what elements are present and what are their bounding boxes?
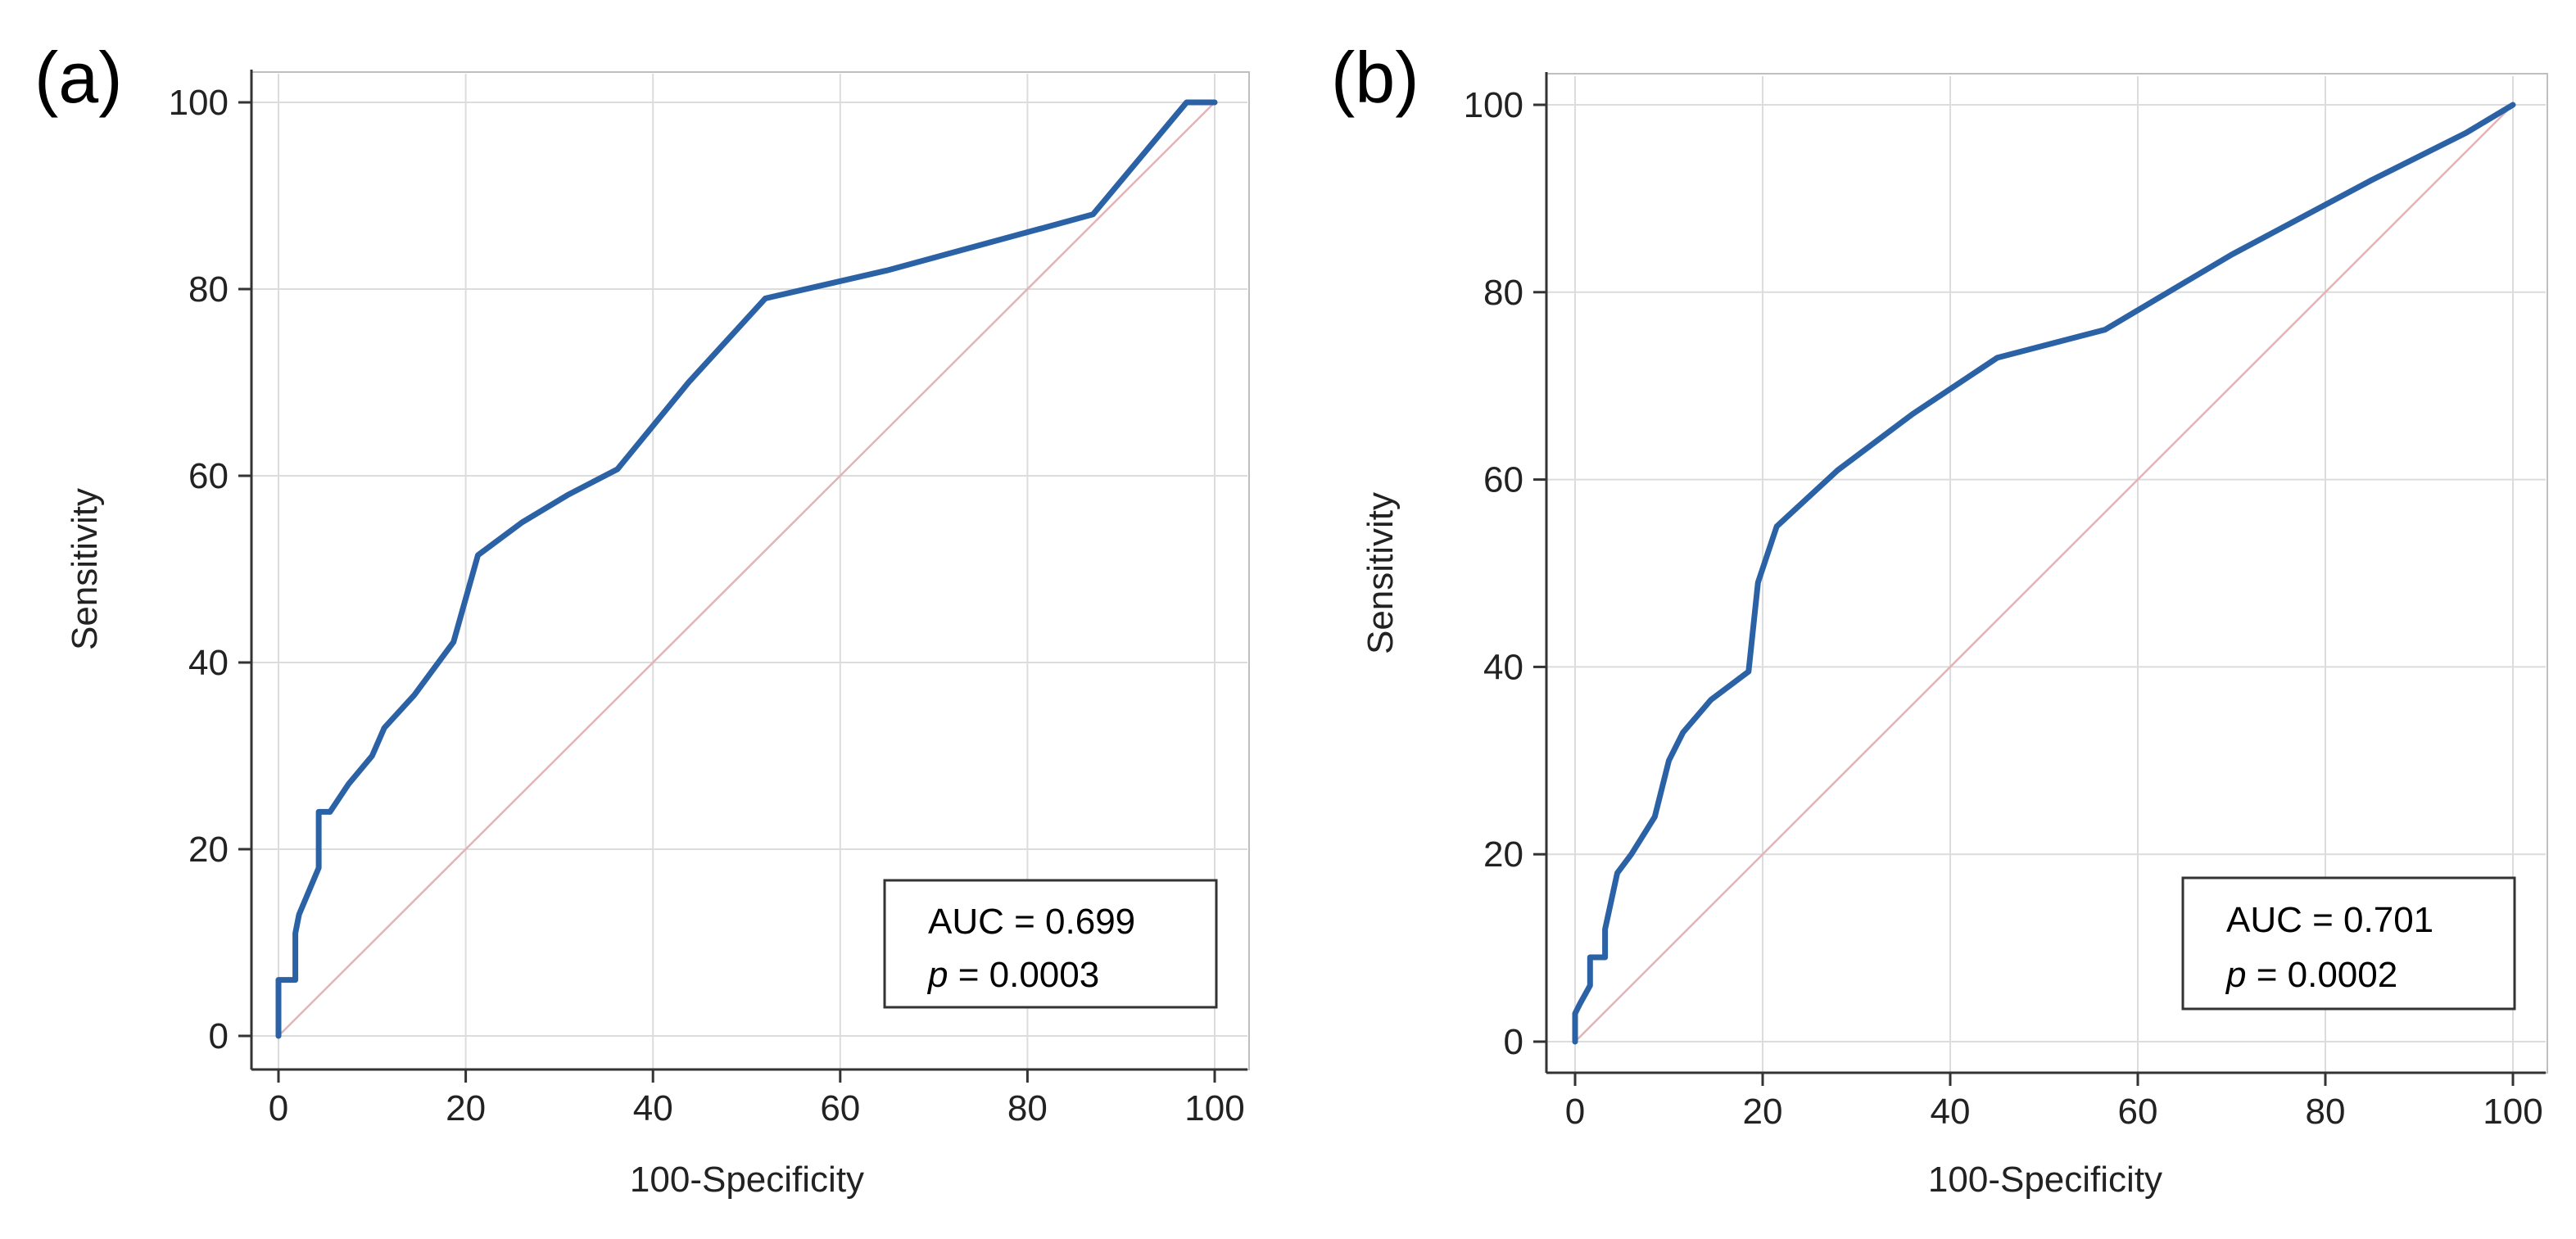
- p-value-label-b: p = 0.0002: [2225, 955, 2397, 995]
- x-tick-label-a-0: 0: [269, 1088, 288, 1128]
- x-tick-label-a-4: 80: [1007, 1088, 1048, 1128]
- annotation-box-b: AUC = 0.701 p = 0.0002: [2181, 876, 2516, 1011]
- roc-curve-group-b: [1572, 102, 2516, 1045]
- p-symbol-b: p: [2225, 955, 2246, 995]
- y-tick-label-b-1: 20: [1483, 834, 1523, 875]
- y-tick-label-b-0: 0: [1504, 1022, 1523, 1062]
- auc-label-a: AUC = 0.699: [928, 902, 1135, 942]
- x-tick-label-b-3: 60: [2118, 1092, 2158, 1132]
- x-tick-label-a-2: 40: [633, 1088, 673, 1128]
- p-symbol-a: p: [926, 955, 948, 995]
- y-tick-label-b-3: 60: [1483, 460, 1523, 500]
- panel-label-b: (b): [1331, 37, 1419, 118]
- y-axis-title-a: Sensitivity: [65, 488, 105, 650]
- roc-panel-a: (a) 0 20 40 60 80 100 0 20 40 60 80 100 100-Specif…: [34, 37, 1250, 1200]
- p-value-label-a: p = 0.0003: [926, 955, 1099, 995]
- roc-curve-line-b: [1572, 102, 2516, 1045]
- y-tick-label-b-4: 80: [1483, 273, 1523, 313]
- reference-line-group-b: [1573, 103, 2515, 1043]
- y-tick-label-a-0: 0: [209, 1016, 229, 1056]
- y-tick-label-a-4: 80: [188, 269, 229, 310]
- x-tick-labels-a: 0 20 40 60 80 100: [269, 1088, 1245, 1128]
- axes-a: [238, 70, 1247, 1083]
- roc-panel-b: (b) 0 20 40 60 80 100 0 20 40 60 80 100 100-Specif…: [1331, 37, 2548, 1200]
- x-axis-title-a: 100-Specificity: [630, 1160, 864, 1200]
- auc-label-b: AUC = 0.701: [2226, 900, 2433, 940]
- reference-line-a: [277, 101, 1216, 1038]
- annotation-frame-a: [883, 879, 1218, 1009]
- x-tick-label-a-3: 60: [820, 1088, 860, 1128]
- x-tick-label-b-0: 0: [1565, 1092, 1585, 1132]
- panel-label-a: (a): [34, 37, 123, 118]
- x-axis-title-b: 100-Specificity: [1928, 1160, 2162, 1200]
- x-tick-label-b-1: 20: [1743, 1092, 1783, 1132]
- y-tick-label-b-2: 40: [1483, 647, 1523, 687]
- x-tick-label-a-1: 20: [446, 1088, 486, 1128]
- p-value-a: = 0.0003: [948, 955, 1099, 995]
- y-tick-label-a-5: 100: [169, 83, 229, 123]
- annotation-box-a: AUC = 0.699 p = 0.0003: [883, 879, 1218, 1009]
- y-tick-label-a-2: 40: [188, 643, 229, 683]
- y-tick-labels-b: 0 20 40 60 80 100: [1464, 85, 1523, 1062]
- y-tick-label-a-3: 60: [188, 456, 229, 496]
- x-tick-label-a-5: 100: [1184, 1088, 1244, 1128]
- x-tick-label-b-4: 80: [2306, 1092, 2346, 1132]
- x-tick-label-b-5: 100: [2483, 1092, 2542, 1132]
- axes-b: [1533, 72, 2546, 1086]
- y-axis-title-b: Sensitivity: [1360, 492, 1401, 654]
- x-tick-label-b-2: 40: [1931, 1092, 1971, 1132]
- roc-curve-group-a: [275, 99, 1218, 1039]
- y-tick-label-a-1: 20: [188, 830, 229, 870]
- x-tick-labels-b: 0 20 40 60 80 100: [1565, 1092, 2543, 1132]
- p-value-b: = 0.0002: [2246, 955, 2397, 995]
- y-tick-labels-a: 0 20 40 60 80 100: [169, 83, 229, 1056]
- y-tick-label-b-5: 100: [1464, 85, 1523, 125]
- reference-line-b: [1573, 103, 2515, 1043]
- roc-curve-line-a: [275, 99, 1218, 1039]
- reference-line-group-a: [277, 101, 1216, 1038]
- annotation-frame-b: [2181, 876, 2516, 1011]
